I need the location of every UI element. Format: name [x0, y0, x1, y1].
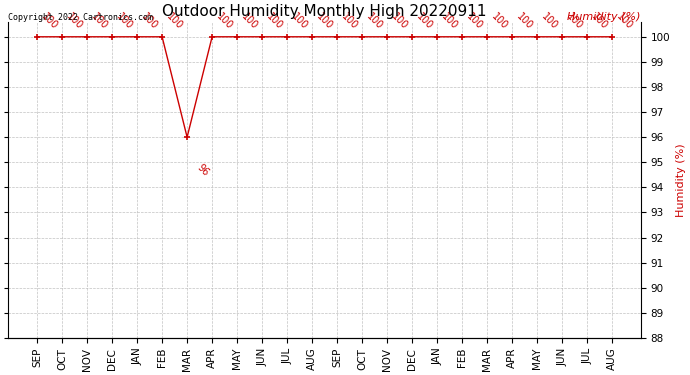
- Text: 100: 100: [490, 11, 510, 31]
- Text: Humidity (%): Humidity (%): [567, 12, 641, 22]
- Text: 100: 100: [540, 11, 560, 31]
- Text: 100: 100: [265, 11, 285, 31]
- Text: Copyright 2022 Cartronics.com: Copyright 2022 Cartronics.com: [8, 13, 153, 22]
- Text: 100: 100: [40, 11, 60, 31]
- Text: 100: 100: [290, 11, 310, 31]
- Text: 96: 96: [195, 162, 211, 178]
- Text: 100: 100: [215, 11, 235, 31]
- Text: 100: 100: [340, 11, 360, 31]
- Text: 100: 100: [315, 11, 335, 31]
- Text: 100: 100: [165, 11, 185, 31]
- Text: 100: 100: [65, 11, 85, 31]
- Text: 100: 100: [140, 11, 160, 31]
- Text: 100: 100: [590, 11, 610, 31]
- Text: 100: 100: [440, 11, 460, 31]
- Text: 100: 100: [515, 11, 535, 31]
- Text: 100: 100: [240, 11, 260, 31]
- Text: 100: 100: [465, 11, 485, 31]
- Text: 100: 100: [365, 11, 385, 31]
- Text: 100: 100: [415, 11, 435, 31]
- Text: 100: 100: [615, 11, 635, 31]
- Text: 100: 100: [115, 11, 135, 31]
- Y-axis label: Humidity (%): Humidity (%): [676, 143, 686, 217]
- Title: Outdoor Humidity Monthly High 20220911: Outdoor Humidity Monthly High 20220911: [162, 4, 487, 19]
- Text: 100: 100: [390, 11, 410, 31]
- Text: 100: 100: [565, 11, 585, 31]
- Text: 100: 100: [90, 11, 110, 31]
